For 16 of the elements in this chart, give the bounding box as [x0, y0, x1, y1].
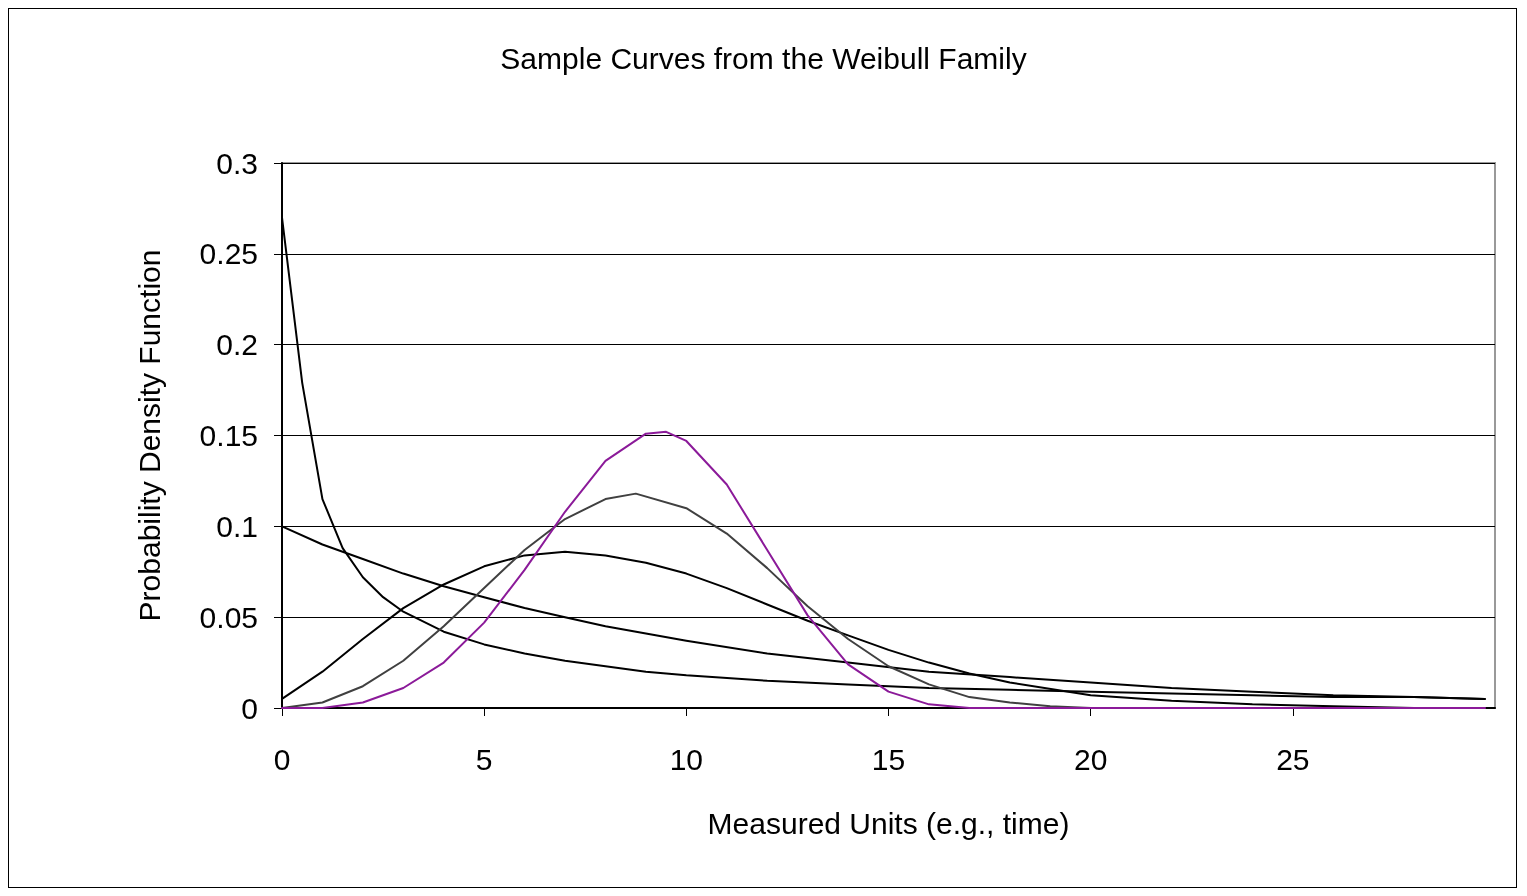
- x-axis-title: Measured Units (e.g., time): [707, 806, 1070, 840]
- y-tick-label: 0.2: [216, 328, 258, 362]
- x-tick-label: 15: [871, 742, 906, 776]
- y-tick-label: 0.15: [199, 419, 258, 452]
- y-tick-label: 0: [241, 691, 258, 725]
- y-tick-label: 0.1: [216, 509, 258, 543]
- x-tick-label: 0: [273, 742, 291, 776]
- x-tick-label: 20: [1073, 742, 1108, 776]
- x-tick-label: 25: [1276, 742, 1310, 776]
- chart-title: Sample Curves from the Weibull Family: [500, 41, 1027, 75]
- y-axis-title: Probability Density Function: [132, 249, 166, 622]
- y-tick-label: 0.3: [216, 146, 258, 180]
- y-tick-label: 0.25: [199, 237, 258, 271]
- x-tick-label: 5: [475, 742, 493, 776]
- y-tick-label: 0.05: [199, 600, 258, 634]
- x-tick-label: 10: [669, 742, 704, 776]
